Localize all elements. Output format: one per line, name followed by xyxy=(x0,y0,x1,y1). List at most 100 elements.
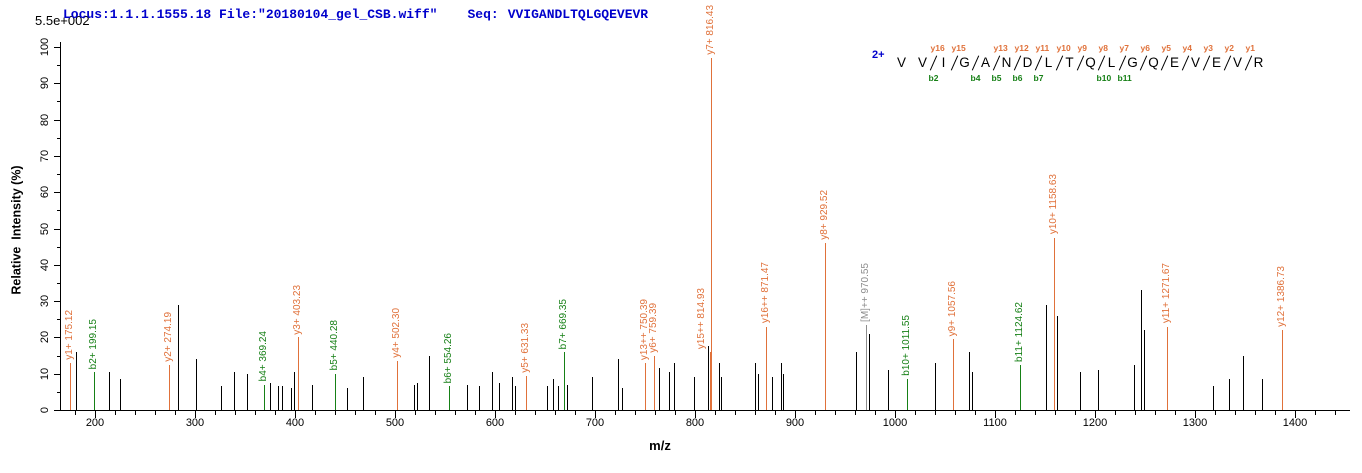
spectrum-peak xyxy=(417,382,418,410)
x-axis-minor-tick xyxy=(975,411,976,415)
residue-7-D: D xyxy=(1022,55,1033,70)
peak-label: b2+ 199.15 xyxy=(88,318,100,369)
y-axis-tick-label: 0 xyxy=(39,406,51,414)
x-axis-minor-tick xyxy=(555,411,556,415)
peak-label: y3+ 403.23 xyxy=(292,284,304,335)
y-axis-line xyxy=(60,42,61,411)
x-axis-title: m/z xyxy=(649,438,671,453)
peak-label: b11+ 1124.62 xyxy=(1013,301,1025,362)
cleavage-site-15: y3 xyxy=(1202,43,1213,71)
peak-label: [M]++ 970.55 xyxy=(859,262,871,322)
spectrum-peak-b4 xyxy=(264,384,266,410)
cleavage-slash-icon xyxy=(1181,55,1189,71)
y-axis-minor-tick xyxy=(57,137,60,139)
peak-label: y12+ 1386.73 xyxy=(1275,266,1287,328)
spectrum-peak-y3 xyxy=(298,337,300,410)
spectrum-peak xyxy=(429,355,430,410)
cleavage-site-13: y5 xyxy=(1160,43,1171,71)
x-axis-major-tick xyxy=(695,411,696,418)
x-axis-minor-tick xyxy=(175,411,176,415)
spectrum-peak xyxy=(558,386,559,410)
y-axis-minor-tick xyxy=(57,391,60,393)
y-axis-major-tick xyxy=(54,264,60,266)
spectrum-peak-y13 xyxy=(645,362,647,410)
x-axis-minor-tick xyxy=(535,411,536,415)
x-axis-minor-tick xyxy=(835,411,836,415)
cleavage-site-14: y4 xyxy=(1181,43,1192,71)
spectrum-peak xyxy=(178,304,179,410)
b-ion-label-b4: b4 xyxy=(970,73,981,83)
x-axis-tick-label: 300 xyxy=(185,417,205,429)
spectrum-peak-y7 xyxy=(711,57,713,410)
y-axis-tick-label: 90 xyxy=(39,77,51,90)
max-intensity-label: 5.5e+002 xyxy=(35,13,90,28)
spectrum-peak-y1 xyxy=(70,362,72,410)
x-axis-minor-tick xyxy=(915,411,916,415)
spectrum-peak xyxy=(312,384,313,410)
spectrum-peak xyxy=(694,377,695,410)
spectrum-peak xyxy=(499,382,500,410)
x-axis-minor-tick xyxy=(375,411,376,415)
spectrum-peak-y12 xyxy=(1281,330,1283,410)
x-axis-major-tick xyxy=(195,411,196,418)
spectrum-peak xyxy=(221,386,222,410)
b-ion-label-b5: b5 xyxy=(991,73,1002,83)
peak-label: b4+ 369.24 xyxy=(258,331,270,382)
spectrum-peak xyxy=(659,368,660,410)
spectrum-peak xyxy=(512,377,513,410)
seq-value: VVIGANDLTQLGQEVEVR xyxy=(507,7,649,22)
cleavage-site-12: y6 xyxy=(1139,43,1150,71)
cleavage-site-3: y15 xyxy=(950,43,966,71)
y-axis-tick-label: 60 xyxy=(39,186,51,199)
spectrum-peak-y15 xyxy=(709,351,711,410)
spectrum-peak-y5 xyxy=(526,375,528,410)
x-axis-minor-tick xyxy=(935,411,936,415)
y-axis-major-tick xyxy=(54,47,60,48)
x-axis-minor-tick xyxy=(1135,411,1136,415)
y-axis-major-tick xyxy=(54,192,60,194)
residue-14-E: E xyxy=(1170,55,1180,70)
y-axis-tick-label: 50 xyxy=(39,222,51,235)
spectrum-peak xyxy=(888,370,889,410)
y-ion-label-y8: y8 xyxy=(1098,43,1109,53)
cleavage-site-11: y7 b11 xyxy=(1118,43,1132,83)
spectrum-peak-y9 xyxy=(952,339,954,410)
y-ion-label-y7: y7 xyxy=(1119,43,1130,53)
y-axis-minor-tick xyxy=(57,210,60,212)
x-axis-minor-tick xyxy=(955,411,956,415)
cleavage-slash-icon xyxy=(992,55,1000,71)
x-axis-major-tick xyxy=(495,411,496,418)
residue-gap xyxy=(909,54,916,71)
y-axis-tick-label: 30 xyxy=(39,294,51,308)
x-axis-major-tick xyxy=(995,411,996,418)
spectrum-peak-y6 xyxy=(654,355,656,410)
residue-11-L: L xyxy=(1107,55,1116,70)
y-ion-label-y3: y3 xyxy=(1203,43,1214,53)
x-axis-minor-tick xyxy=(1175,411,1176,415)
cleavage-slash-icon xyxy=(1097,55,1105,71)
spectrum-peak xyxy=(76,351,77,410)
x-axis-tick-label: 1300 xyxy=(1182,417,1208,429)
y-axis-major-tick xyxy=(54,410,60,411)
spectrum-peak xyxy=(109,371,110,410)
x-axis-minor-tick xyxy=(1155,411,1156,415)
spectrum-peak xyxy=(669,371,670,410)
x-axis-minor-tick xyxy=(575,411,576,415)
spectrum-peak xyxy=(363,377,364,410)
x-axis-tick-label: 1100 xyxy=(983,417,1007,429)
y-axis-title: Relative Intensity (%) xyxy=(10,165,25,295)
residue-1-V: V xyxy=(897,55,907,70)
y-axis-major-tick xyxy=(54,373,60,375)
y-axis-major-tick xyxy=(54,301,60,303)
b-ion-label-b11: b11 xyxy=(1117,73,1132,83)
spectrum-peak xyxy=(856,351,857,410)
spectrum-peak xyxy=(547,386,548,410)
x-axis-minor-tick xyxy=(275,411,276,415)
y-axis-minor-tick xyxy=(57,174,60,176)
spectrum-peak xyxy=(719,362,720,410)
peak-label: y6+ 759.39 xyxy=(648,302,660,353)
spectrum-peak xyxy=(1141,290,1142,410)
x-axis-minor-tick xyxy=(1035,411,1036,415)
cleavage-slash-icon xyxy=(929,55,937,71)
cleavage-site-6: y12 b6 xyxy=(1013,43,1029,83)
